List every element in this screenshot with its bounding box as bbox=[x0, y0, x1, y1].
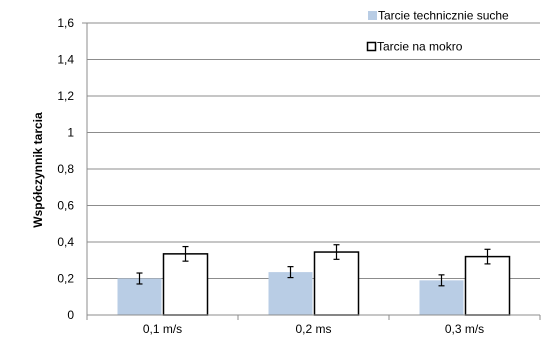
y-tick-label: 0,4 bbox=[57, 235, 74, 249]
legend-swatch-wet bbox=[366, 41, 377, 52]
x-tick-label: 0,2 ms bbox=[295, 322, 331, 336]
legend-swatch-dry bbox=[368, 11, 377, 20]
y-tick-label: 0 bbox=[67, 308, 74, 322]
y-tick-label: 0,6 bbox=[57, 199, 74, 213]
bar-dry bbox=[268, 272, 313, 315]
y-tick-label: 1,6 bbox=[57, 16, 74, 30]
y-tick-labels: 0 0,2 0,4 0,6 0,8 1 1,2 1,4 1,6 bbox=[57, 16, 74, 322]
axes bbox=[82, 22, 541, 320]
gridlines bbox=[87, 22, 540, 279]
legend-label-wet: Tarcie na mokro bbox=[377, 40, 463, 54]
x-tick-label: 0,3 m/s bbox=[445, 322, 484, 336]
y-tick-label: 1,4 bbox=[57, 53, 74, 67]
bars bbox=[117, 244, 511, 316]
y-tick-label: 1 bbox=[67, 126, 74, 140]
legend-label-dry: Tarcie technicznie suche bbox=[378, 9, 509, 23]
legend: Tarcie technicznie suche Tarcie na mokro bbox=[366, 9, 509, 54]
y-tick-label: 1,2 bbox=[57, 89, 74, 103]
bar-wet bbox=[313, 251, 360, 316]
bar-wet bbox=[162, 253, 209, 316]
bar-wet bbox=[464, 255, 511, 316]
bar-dry bbox=[117, 278, 162, 315]
y-tick-label: 0,8 bbox=[57, 162, 74, 176]
y-axis-label: Współczynnik tarcia bbox=[31, 112, 45, 228]
x-tick-labels: 0,1 m/s 0,2 ms 0,3 m/s bbox=[143, 322, 484, 336]
y-tick-label: 0,2 bbox=[57, 272, 74, 286]
x-tick-label: 0,1 m/s bbox=[143, 322, 182, 336]
